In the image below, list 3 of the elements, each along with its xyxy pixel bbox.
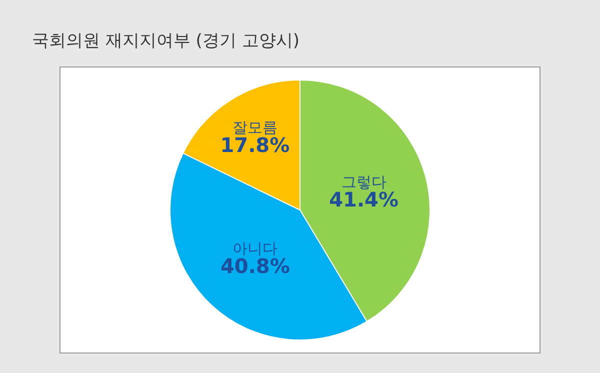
chart-title: 국회의원 재지지여부 (경기 고양시) bbox=[32, 30, 300, 51]
slice-label: 그렇다 bbox=[341, 173, 386, 192]
slice-label: 잘모름 bbox=[232, 118, 278, 137]
